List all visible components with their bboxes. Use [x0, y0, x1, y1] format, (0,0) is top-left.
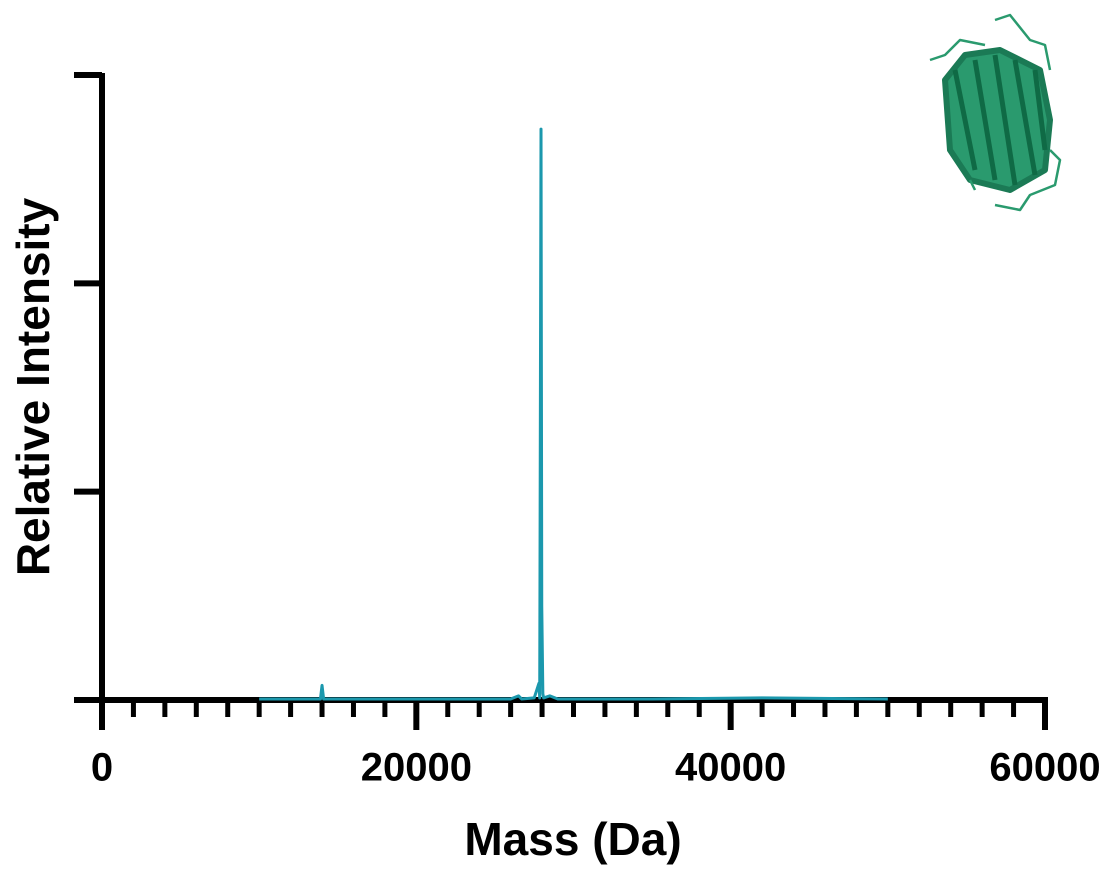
chart: Mass (Da) Relative Intensity 0 20000 40000…	[0, 0, 1117, 874]
x-axis-title: Mass (Da)	[464, 813, 681, 865]
x-tick-label: 60000	[989, 746, 1100, 790]
x-tick-label: 20000	[361, 746, 472, 790]
x-tick-label: 0	[91, 746, 113, 790]
protein-icon	[930, 15, 1060, 210]
y-axis-title: Relative Intensity	[7, 197, 59, 576]
x-tick-label: 40000	[675, 746, 786, 790]
spectrum-line	[259, 129, 888, 699]
